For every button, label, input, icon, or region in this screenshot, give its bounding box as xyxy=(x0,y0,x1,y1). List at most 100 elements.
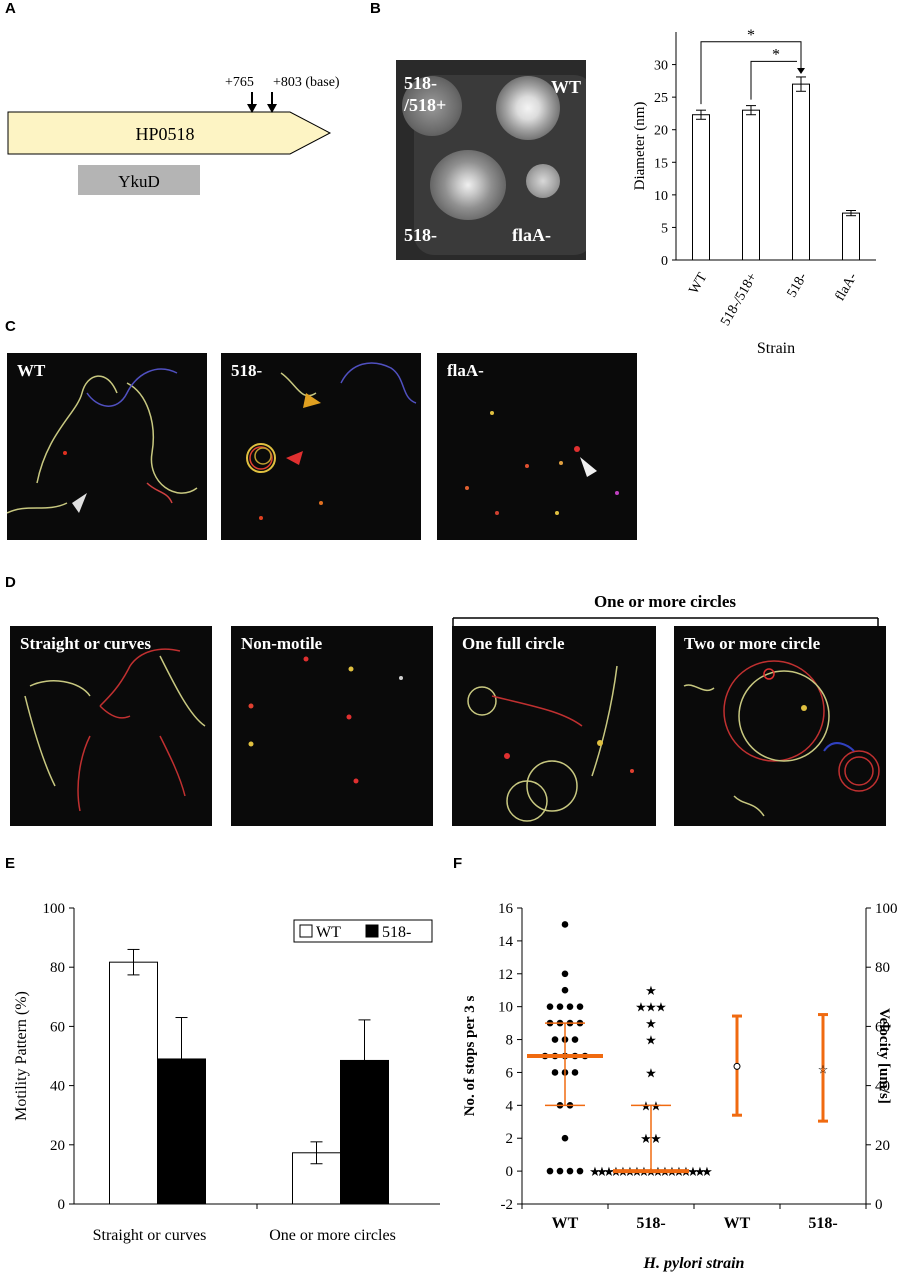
y-tick-label: 10 xyxy=(498,1000,513,1016)
gene-label: HP0518 xyxy=(135,124,194,144)
pattern-label-multi-circle: Two or more circle xyxy=(684,634,821,653)
legend-swatch xyxy=(365,924,379,938)
x-tick-label: 518- xyxy=(808,1215,837,1232)
arrowhead-icon xyxy=(303,393,321,408)
bar xyxy=(109,961,158,1205)
bar xyxy=(842,212,860,261)
y-tick-label: 4 xyxy=(506,1098,514,1114)
track-image-multi-circle: Two or more circle xyxy=(674,626,886,826)
y-tick-label: 80 xyxy=(50,960,65,976)
data-point-518: ★ xyxy=(645,1016,657,1031)
data-point-518: ★ xyxy=(596,1164,608,1179)
y-tick-label: 0 xyxy=(661,254,668,269)
data-point-wt xyxy=(551,1036,559,1043)
flaa-colony xyxy=(526,164,560,198)
y-tick-label: 16 xyxy=(498,901,514,917)
data-point-518: ★ xyxy=(655,1000,667,1015)
x-tick-label: 518- xyxy=(785,270,811,300)
data-point-518: ★ xyxy=(701,1164,713,1179)
data-point-518: ★ xyxy=(635,1000,647,1015)
y-tick-label: 14 xyxy=(498,934,514,950)
data-point-518: ★ xyxy=(645,1033,657,1048)
y-tick-label: 30 xyxy=(654,59,668,74)
y-tick-right-label: 80 xyxy=(875,960,890,976)
track-image-518: 518- xyxy=(221,353,421,540)
wt-colony xyxy=(496,76,560,140)
data-point-518: ★ xyxy=(650,1131,662,1146)
bar xyxy=(692,114,710,261)
legend-label: 518- xyxy=(382,924,411,941)
y-tick-right-label: 60 xyxy=(875,1019,890,1035)
data-point-518: ★ xyxy=(603,1164,615,1179)
marker-765-label: +765 xyxy=(225,75,254,90)
data-point-wt xyxy=(576,1003,584,1010)
y-tick-label: 60 xyxy=(50,1019,65,1035)
data-point-wt xyxy=(571,1036,579,1043)
data-point-wt xyxy=(576,1167,584,1175)
arrowhead-icon xyxy=(580,457,597,477)
y-tick-label: 20 xyxy=(50,1138,65,1154)
significance-bracket xyxy=(700,41,802,105)
data-point-wt xyxy=(556,1003,564,1010)
data-point-wt xyxy=(546,1167,554,1175)
y-tick-label: 0 xyxy=(58,1197,66,1213)
y-tick-right-label: 0 xyxy=(875,1197,883,1213)
x-tick-label: flaA- xyxy=(833,270,861,303)
pattern-label-straight: Straight or curves xyxy=(20,634,151,653)
x-tick-label: WT xyxy=(687,270,711,297)
data-point-wt xyxy=(551,1069,559,1076)
x-tick-label: WT xyxy=(724,1215,751,1232)
hp0518-gene-arrow xyxy=(7,111,332,155)
y-tick-label: 100 xyxy=(43,901,66,917)
circles-group-header: One or more circles xyxy=(593,592,737,611)
y-tick-label: 12 xyxy=(498,967,513,983)
y-tick-label: 2 xyxy=(506,1131,514,1147)
pattern-label-nonmotile: Non-motile xyxy=(241,634,323,653)
gene-diagram: HP0518 YkuD +765 +803 (base) xyxy=(7,75,340,195)
plate-label-wt: WT xyxy=(551,77,582,97)
y-tick-label: 25 xyxy=(654,91,668,106)
panel-label-d: D xyxy=(5,574,16,591)
y-axis-label: Motility Pattern (%) xyxy=(13,991,30,1121)
y-tick-label: 0 xyxy=(506,1164,514,1180)
right-y-axis-label: Velocity [um/s] xyxy=(876,1008,892,1104)
data-point-wt xyxy=(561,1134,569,1142)
legend-label: WT xyxy=(316,924,341,941)
track-image-one-circle: One full circle xyxy=(452,626,656,826)
significance-bracket xyxy=(750,60,797,100)
plate-label-complemented: 518- xyxy=(404,73,437,93)
pattern-label-one-circle: One full circle xyxy=(462,634,565,653)
x-axis-label: H. pylori strain xyxy=(643,1255,745,1272)
data-point-wt xyxy=(546,1003,554,1010)
data-point-518: ★ xyxy=(645,1000,657,1015)
legend-box xyxy=(293,919,433,943)
track-image-wt: WT xyxy=(7,353,207,540)
velocity-mean: ☆ xyxy=(818,1062,829,1076)
data-point-wt xyxy=(566,1167,574,1175)
y-tick-label: 20 xyxy=(654,124,668,139)
x-tick-label: 518- xyxy=(636,1215,665,1232)
marker-803-label: +803 (base) xyxy=(273,75,340,90)
track-image-nonmotile: Non-motile xyxy=(231,626,433,826)
track-image-flaa: flaA- xyxy=(437,353,637,540)
x-tick-label: One or more circles xyxy=(269,1227,396,1244)
down-arrow-icon xyxy=(267,104,277,113)
y-tick-label: 5 xyxy=(661,221,668,236)
y-axis-label: Diameter (nm) xyxy=(632,102,648,191)
down-arrow-icon xyxy=(247,104,257,113)
data-point-518: ★ xyxy=(645,983,657,998)
chart-e-motility-pattern: 0 20 40 60 80 100 Straight or curves One or mor… xyxy=(13,901,440,1244)
y-tick-label: 15 xyxy=(654,156,668,171)
velocity-mean xyxy=(733,1062,741,1070)
bar xyxy=(792,83,810,261)
chart-f-stops-velocity: -2 0 2 4 6 8 10 12 14 16 0 20 40 60 80 100 WT 518- WT 518- ★… xyxy=(462,901,898,1272)
data-point-518: ★ xyxy=(640,1131,652,1146)
y-tick-label: 8 xyxy=(506,1033,514,1049)
arrowhead-icon xyxy=(72,493,87,513)
mutant-colony xyxy=(430,150,506,220)
panel-label-c: C xyxy=(5,318,16,335)
legend-swatch xyxy=(299,924,313,938)
data-point-518: ★ xyxy=(694,1164,706,1179)
data-point-wt xyxy=(561,970,569,978)
x-axis-label: Strain xyxy=(757,340,795,357)
